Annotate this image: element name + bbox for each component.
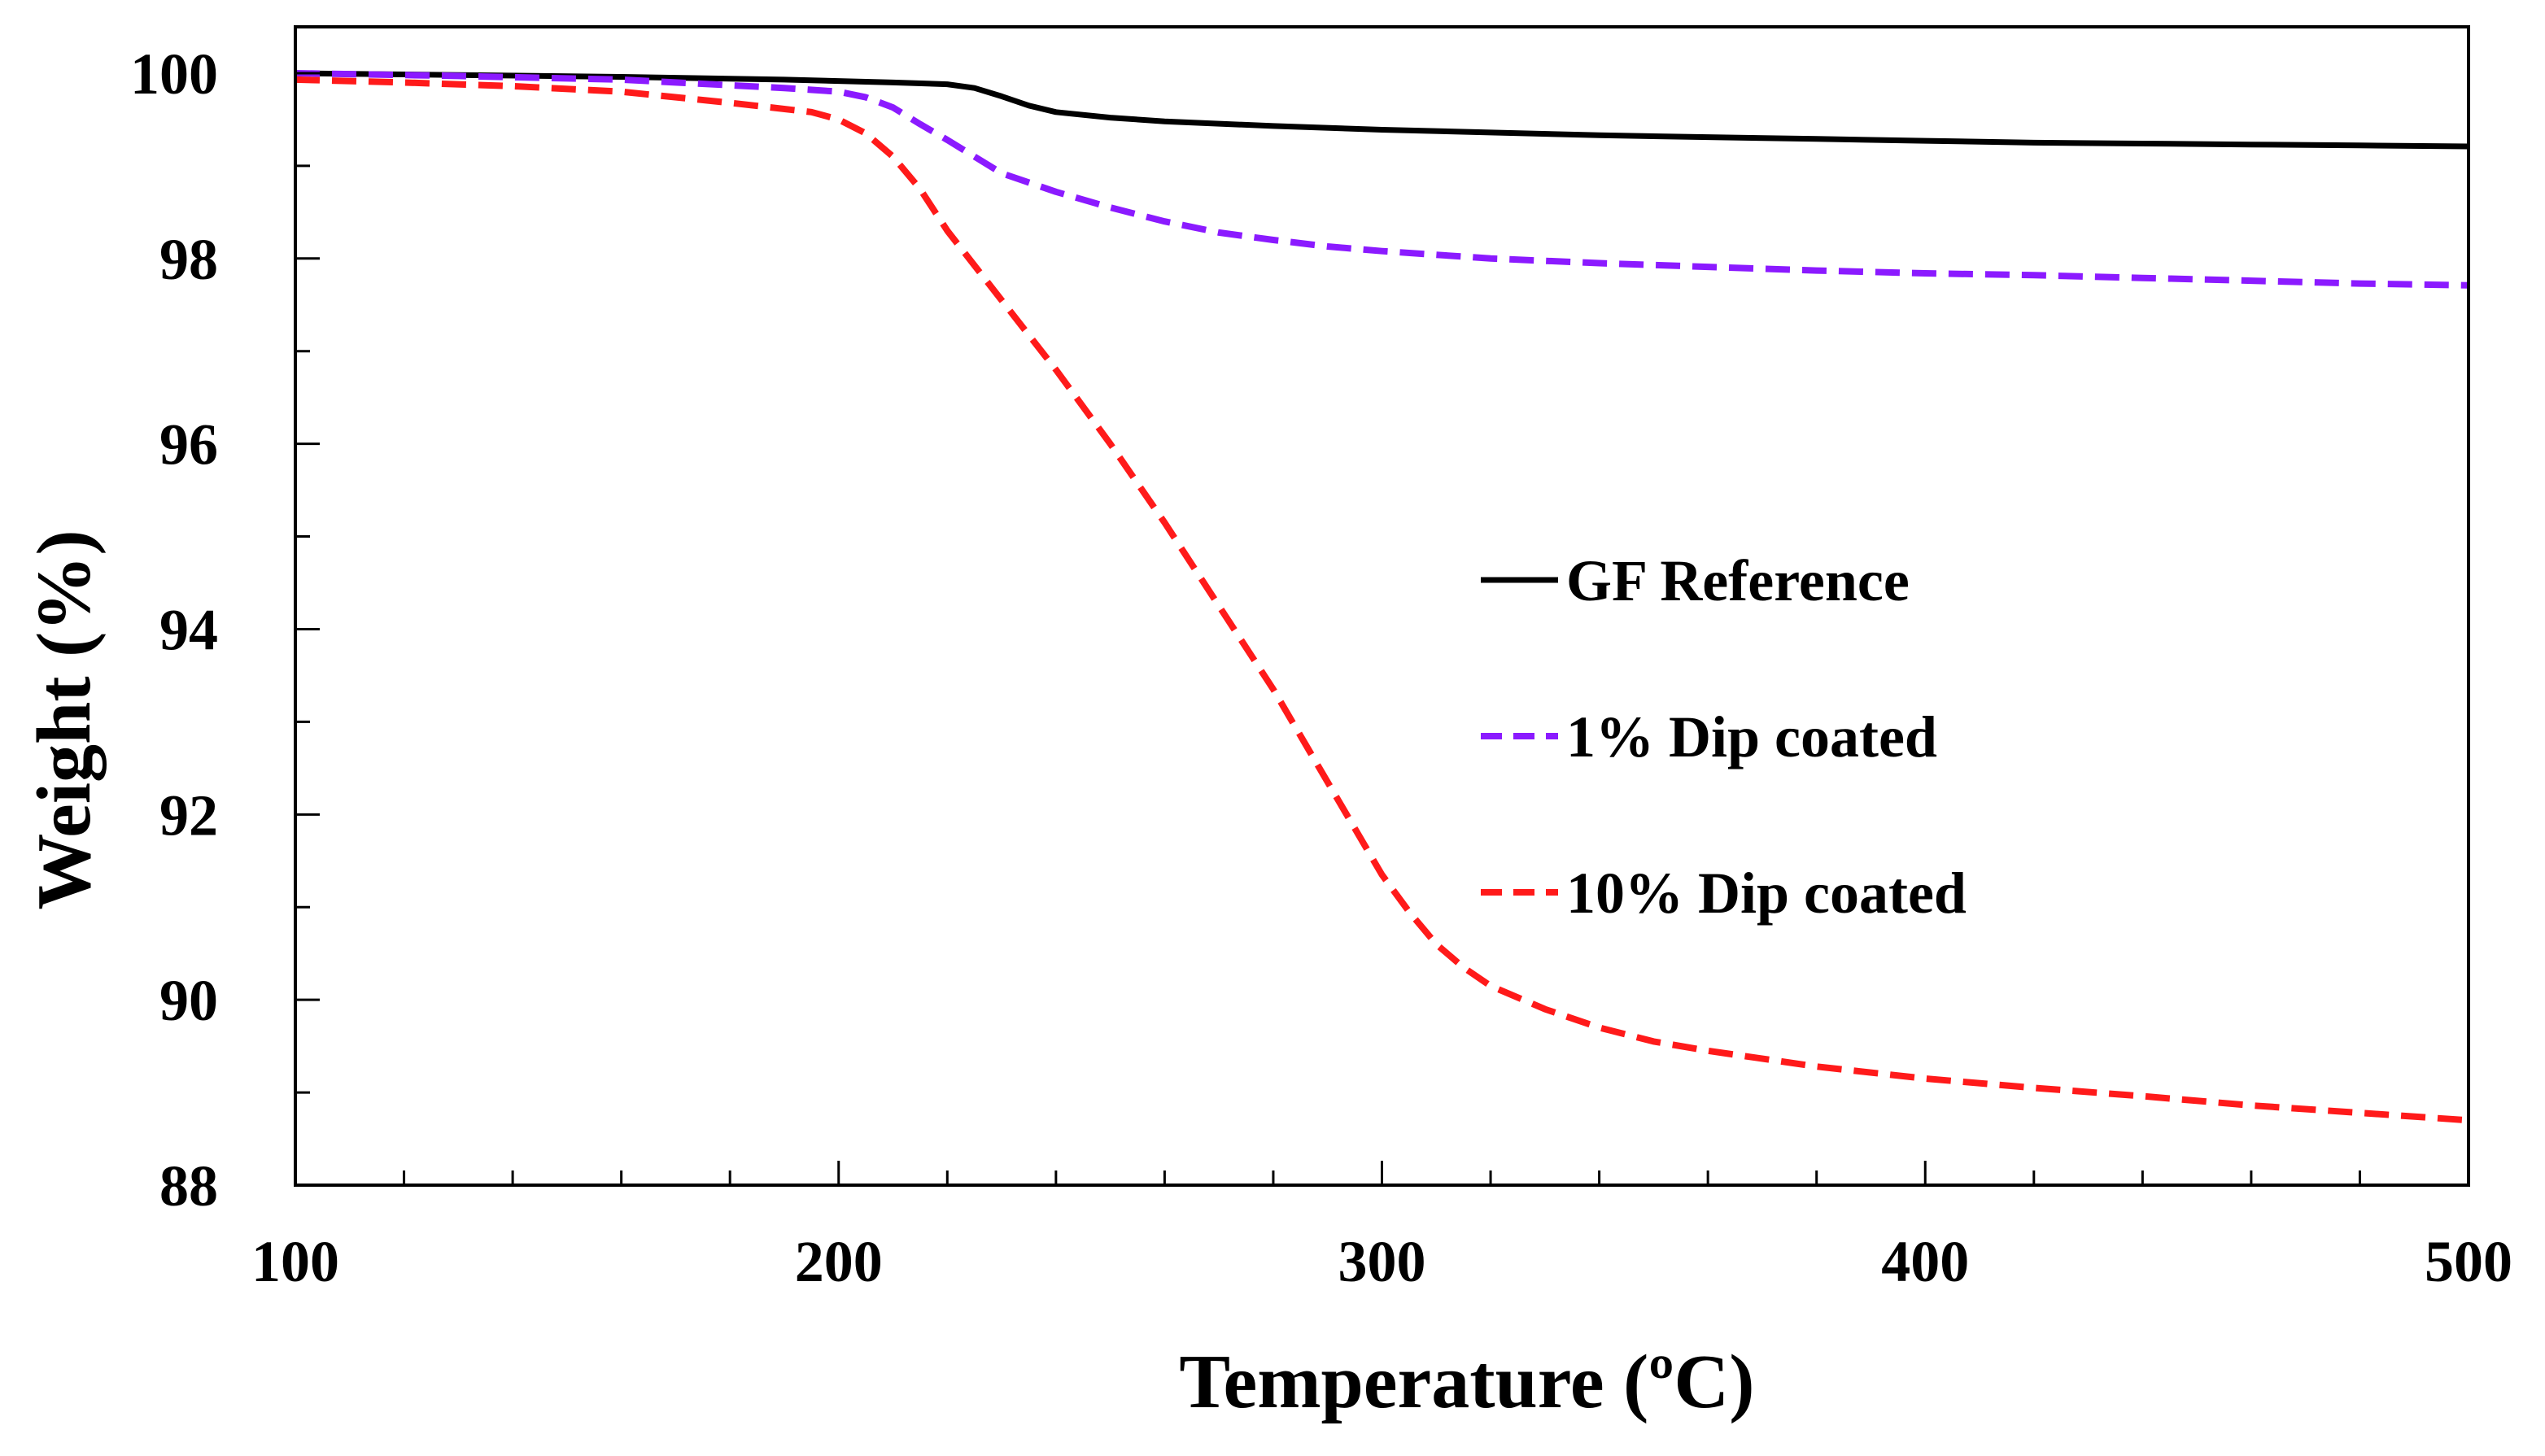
legend-label-10pct-dip-coated: 10% Dip coated [1566,861,1967,926]
y-tick-label: 90 [159,968,218,1033]
y-tick-label: 98 [159,227,218,292]
legend-label-1pct-dip-coated: 1% Dip coated [1566,704,1937,769]
series-layer [295,70,2469,1124]
legend-label-gf-reference: GF Reference [1566,548,1910,613]
labels-layer: 100 200 300 400 500 88 90 92 94 96 98 100 [130,41,2512,1294]
x-axis-title: Temperature (ºC) [1179,1340,1754,1424]
y-tick-label: 92 [159,782,218,848]
x-tick-label: 200 [795,1229,883,1294]
series-line-10pct-dip-coated [295,76,2469,1124]
y-tick-label: 100 [130,41,218,107]
x-tick-label: 300 [1338,1229,1426,1294]
plot-area-frame [294,25,2470,1187]
x-tick-label: 400 [1881,1229,1969,1294]
series-line-1pct-dip-coated [295,70,2469,289]
x-tick-label: 500 [2425,1229,2512,1294]
y-tick-label: 88 [159,1153,218,1218]
y-tick-label: 96 [159,412,218,477]
y-axis-title: Weight (%) [22,530,107,909]
x-tick-label: 100 [251,1229,339,1294]
series-line-gf-reference [295,70,2469,150]
legend: GF Reference 1% Dip coated 10% Dip coate… [1481,548,1967,926]
y-tick-label: 94 [159,597,218,662]
